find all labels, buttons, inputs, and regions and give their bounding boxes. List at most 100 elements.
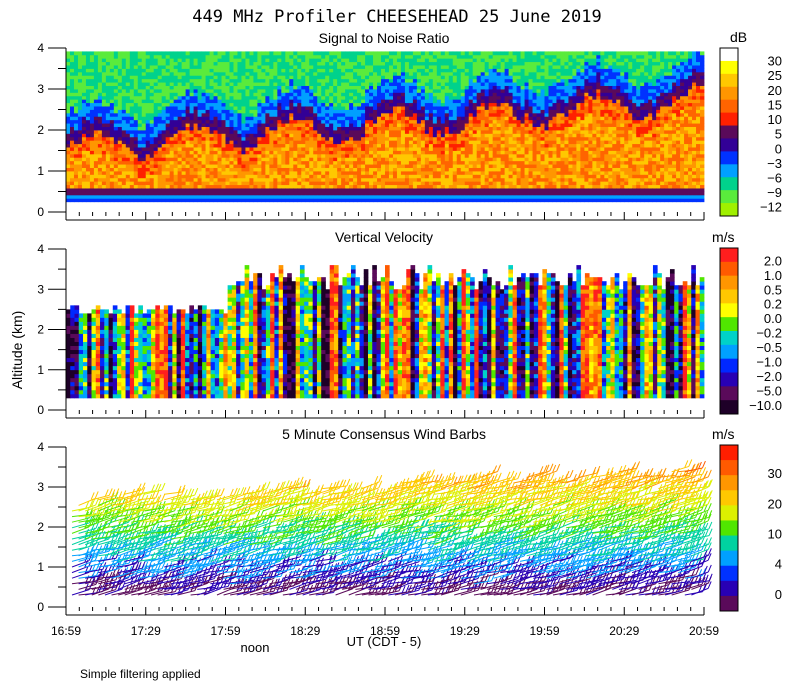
snr-cell	[173, 167, 179, 172]
snr-cell	[492, 92, 498, 97]
snr-cell	[516, 188, 521, 192]
snr-cell	[97, 54, 103, 59]
snr-cell	[301, 143, 306, 148]
snr-cell	[313, 130, 318, 134]
snr-cell	[97, 85, 103, 90]
snr-cell	[488, 177, 494, 182]
snr-cell	[488, 89, 494, 93]
snr-cell	[73, 58, 79, 63]
snr-cell	[197, 78, 202, 83]
snr-cell	[181, 171, 187, 175]
snr-cell	[89, 51, 95, 56]
snr-cell	[77, 150, 83, 155]
snr-cell	[85, 160, 91, 165]
snr-cell	[460, 109, 466, 114]
snr-cell	[448, 160, 454, 165]
snr-cell	[305, 174, 310, 179]
snr-cell	[317, 123, 322, 127]
snr-cell	[173, 194, 179, 199]
snr-cell	[317, 112, 322, 117]
snr-cell	[341, 58, 346, 63]
snr-cell	[400, 191, 406, 196]
snr-cell	[241, 116, 246, 121]
snr-cell	[149, 194, 155, 199]
snr-cell	[153, 177, 159, 182]
snr-cell	[388, 133, 394, 138]
snr-cell	[125, 177, 131, 182]
snr-cell	[345, 68, 350, 73]
snr-cell	[253, 116, 258, 121]
snr-cell	[385, 75, 390, 80]
snr-cell	[66, 130, 71, 134]
snr-cell	[416, 85, 422, 90]
snr-cell	[125, 51, 131, 56]
snr-cell	[237, 54, 242, 59]
snr-cell	[137, 85, 143, 90]
snr-cell	[508, 99, 513, 104]
snr-cell	[301, 102, 306, 107]
snr-cell	[476, 140, 482, 145]
snr-cell	[504, 102, 510, 107]
snr-cell	[492, 61, 498, 66]
snr-cell	[476, 167, 482, 172]
snr-cell	[508, 109, 513, 114]
snr-cell	[217, 71, 222, 76]
snr-cell	[349, 106, 354, 110]
snr-cell	[269, 75, 274, 80]
snr-cell	[388, 78, 394, 83]
snr-cell	[313, 109, 318, 114]
snr-cell	[452, 126, 458, 131]
snr-cell	[392, 184, 398, 189]
snr-cell	[361, 65, 366, 69]
snr-cell	[261, 167, 266, 172]
snr-cell	[488, 119, 494, 124]
snr-cell	[432, 160, 438, 165]
snr-cell	[101, 171, 107, 175]
snr-cell	[253, 130, 258, 134]
snr-cell	[93, 95, 99, 100]
snr-cell	[153, 164, 159, 168]
snr-cell	[345, 92, 350, 97]
snr-cell	[297, 116, 302, 121]
snr-cell	[480, 136, 486, 141]
snr-cell	[97, 133, 103, 138]
snr-cell	[217, 174, 222, 179]
snr-cell	[436, 136, 442, 141]
snr-cell	[133, 174, 139, 179]
snr-cell	[456, 133, 462, 138]
snr-cell	[161, 75, 167, 80]
snr-cell	[213, 92, 218, 97]
snr-cell	[273, 95, 278, 100]
snr-cell	[456, 194, 462, 199]
snr-cell	[333, 136, 338, 141]
snr-cell	[165, 82, 171, 86]
snr-cell	[277, 61, 282, 66]
snr-cell	[492, 112, 498, 117]
snr-cell	[225, 191, 230, 196]
snr-cell	[205, 150, 210, 155]
snr-cell	[73, 51, 79, 56]
snr-cell	[281, 191, 286, 196]
snr-cell	[365, 61, 370, 66]
snr-cell	[313, 89, 318, 93]
snr-cell	[249, 75, 254, 80]
snr-cell	[217, 102, 222, 107]
snr-cell	[205, 191, 210, 196]
snr-cell	[448, 150, 454, 155]
snr-cell	[381, 99, 386, 104]
snr-cell	[452, 184, 458, 189]
snr-cell	[392, 71, 398, 76]
snr-cell	[117, 160, 123, 165]
snr-cell	[261, 51, 266, 56]
snr-cell	[245, 174, 250, 179]
snr-cell	[233, 78, 238, 83]
snr-cell	[428, 51, 434, 56]
snr-cell	[69, 198, 75, 203]
snr-cell	[265, 99, 270, 104]
snr-cell	[428, 184, 434, 189]
snr-cell	[66, 102, 71, 107]
snr-cell	[161, 171, 167, 175]
snr-cell	[345, 130, 350, 134]
snr-cell	[177, 51, 183, 56]
snr-cell	[133, 130, 139, 134]
